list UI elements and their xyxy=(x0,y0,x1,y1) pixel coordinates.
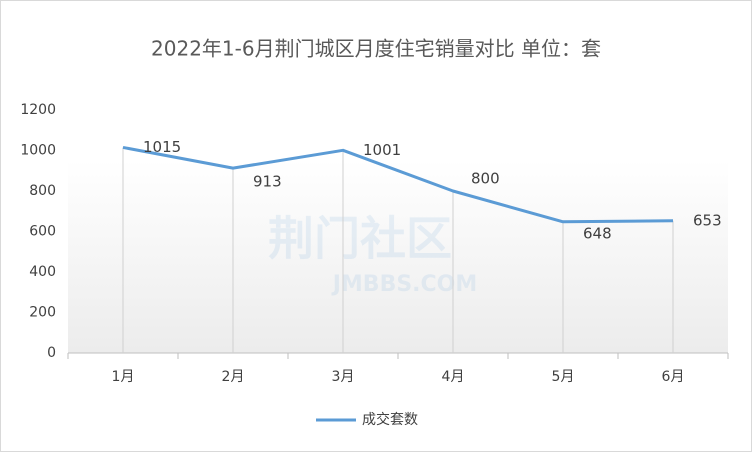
watermark: JMBBS.COM xyxy=(331,272,478,297)
legend-label: 成交套数 xyxy=(362,411,418,428)
x-tick-label: 2月 xyxy=(222,369,245,385)
chart-title: 2022年1-6月荆门城区月度住宅销量对比 单位：套 xyxy=(151,37,601,61)
data-label: 913 xyxy=(253,173,282,191)
data-label: 653 xyxy=(693,211,722,229)
watermark: 荆门社区 xyxy=(268,212,452,266)
x-tick-label: 4月 xyxy=(442,369,465,385)
x-tick-label: 3月 xyxy=(332,369,355,385)
data-label: 648 xyxy=(583,224,612,242)
data-label: 1001 xyxy=(363,141,401,159)
data-label: 800 xyxy=(471,170,500,188)
x-tick-label: 5月 xyxy=(552,369,575,385)
y-tick-label: 1000 xyxy=(20,143,56,159)
data-label: 1015 xyxy=(143,138,181,156)
x-tick-label: 6月 xyxy=(662,369,685,385)
y-tick-label: 1200 xyxy=(20,102,56,118)
y-tick-label: 800 xyxy=(29,183,56,199)
y-tick-label: 600 xyxy=(29,224,56,240)
y-tick-label: 400 xyxy=(29,264,56,280)
series-line xyxy=(122,145,674,224)
x-tick-label: 1月 xyxy=(112,369,135,385)
y-tick-label: 200 xyxy=(29,305,56,321)
plot-background xyxy=(68,160,728,353)
y-tick-label: 0 xyxy=(47,345,56,361)
